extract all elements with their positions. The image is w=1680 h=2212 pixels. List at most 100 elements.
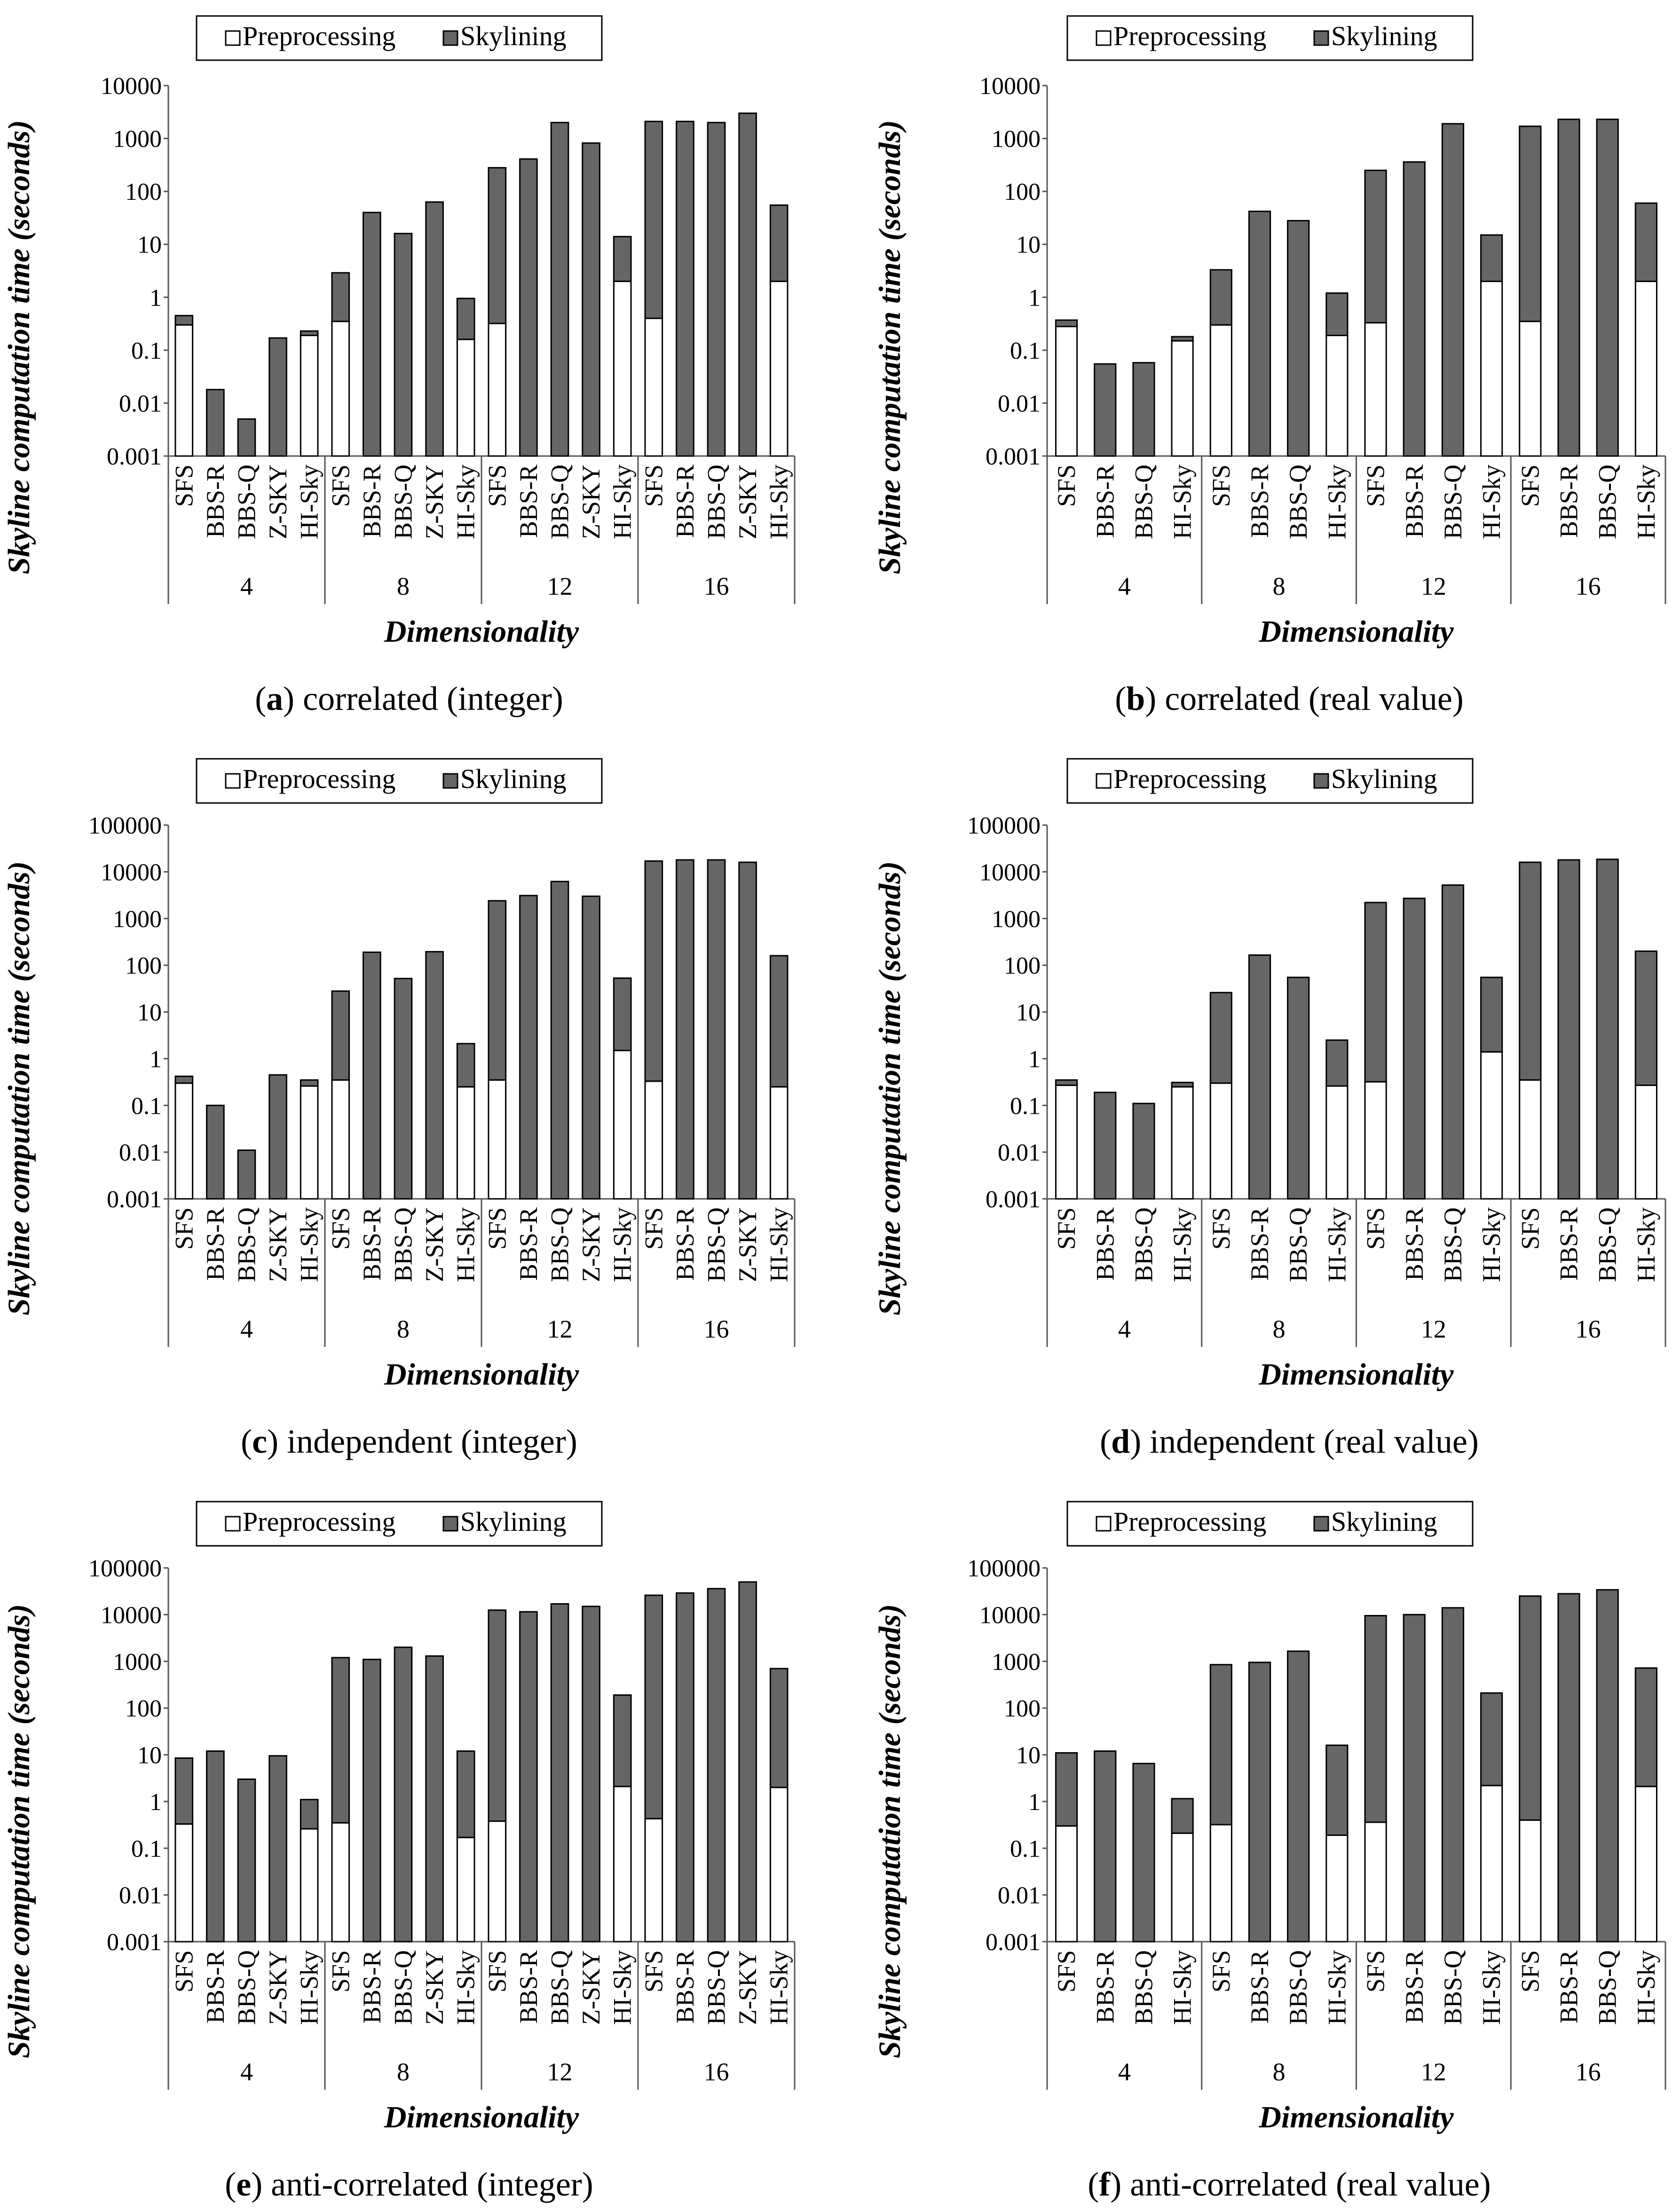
x-tick-label: HI-Sky — [608, 1950, 637, 2025]
bar-preprocessing — [331, 1079, 350, 1200]
bar-skylining — [1634, 950, 1658, 1086]
x-tick-label: BBS-R — [1555, 1950, 1583, 2023]
x-tick-label: Z-SKY — [577, 1950, 605, 2025]
bar-preprocessing — [1055, 1084, 1078, 1200]
bar-skylining — [300, 1799, 319, 1830]
bar-skylining — [206, 1104, 225, 1200]
y-tick-label: 10 — [1016, 1742, 1041, 1769]
bar-skylining — [425, 1655, 444, 1943]
x-tick-label: BBS-Q — [233, 1950, 261, 2025]
bar-skylining — [394, 233, 413, 457]
y-tick-label: 1000 — [113, 906, 162, 933]
y-tick-label: 10 — [137, 1000, 162, 1026]
bar-preprocessing — [456, 1086, 475, 1200]
bar-skylining — [300, 330, 319, 336]
legend-box — [1066, 1501, 1474, 1547]
x-tick-label: SFS — [170, 464, 198, 507]
y-tick-label: 0.001 — [986, 443, 1041, 470]
bar-preprocessing — [1364, 1081, 1387, 1200]
x-group-label: 12 — [547, 1315, 573, 1343]
chart-panel-a: Preprocessing Skylining 0.001 0.01 0.1 1 10 100… — [2, 15, 796, 717]
bar-skylining — [1209, 992, 1232, 1084]
bar-preprocessing — [1480, 1051, 1503, 1200]
legend-label-preprocessing: Preprocessing — [1113, 1506, 1266, 1537]
x-tick-label: SFS — [483, 1950, 511, 1992]
bar-skylining — [363, 951, 381, 1200]
y-tick-label: 0.001 — [107, 443, 162, 470]
x-tick-label: BBS-R — [1555, 464, 1583, 538]
x-tick-label: Z-SKY — [420, 464, 449, 539]
x-tick-label: SFS — [1362, 1207, 1390, 1250]
bar-skylining — [707, 1588, 726, 1943]
x-tick-label: Z-SKY — [577, 464, 605, 539]
x-tick-label: BBS-Q — [702, 464, 731, 539]
x-group-label: 4 — [240, 2058, 253, 2086]
x-tick-label: SFS — [483, 1207, 511, 1250]
bar-skylining — [206, 389, 225, 457]
bar-skylining — [1519, 126, 1542, 323]
bar-skylining — [1325, 1744, 1349, 1836]
x-tick-label: BBS-R — [358, 464, 386, 538]
bar-preprocessing — [644, 317, 663, 457]
bar-preprocessing — [1519, 1819, 1542, 1943]
y-tick-label: 100 — [1004, 1695, 1041, 1722]
bar-skylining — [1171, 1081, 1194, 1088]
legend-swatch-skylining — [442, 773, 458, 789]
chart-panel-e: Preprocessing Skylining 0.001 0.01 0.1 1 10 100… — [2, 1501, 796, 2203]
bar-skylining — [268, 1074, 287, 1200]
x-group-label: 12 — [1421, 1315, 1446, 1343]
x-tick-label: HI-Sky — [452, 1950, 480, 2025]
bar-skylining — [738, 1581, 757, 1943]
bar-skylining — [1557, 118, 1580, 457]
bar-preprocessing — [1055, 1825, 1078, 1943]
x-tick-label: Z-SKY — [420, 1950, 449, 2025]
x-tick-label: BBS-R — [1400, 464, 1428, 538]
x-tick-label: HI-Sky — [1632, 464, 1660, 539]
bar-preprocessing — [1325, 1834, 1349, 1943]
legend-swatch-skylining — [442, 30, 458, 46]
legend-label-skylining: Skylining — [1331, 1506, 1437, 1537]
x-axis-title: Dimensionality — [1258, 2100, 1454, 2134]
y-tick-label: 100000 — [88, 1555, 162, 1582]
x-tick-label: SFS — [1516, 464, 1544, 507]
x-group-label: 16 — [704, 572, 729, 600]
y-tick-label: 100 — [125, 952, 162, 979]
bar-preprocessing — [1171, 1086, 1194, 1200]
bar-skylining — [237, 1778, 256, 1943]
bar-preprocessing — [300, 334, 319, 457]
bar-skylining — [1132, 1102, 1155, 1200]
bar-skylining — [1287, 220, 1310, 457]
bar-preprocessing — [613, 280, 632, 457]
bar-skylining — [456, 1750, 475, 1838]
panel-caption: (e) anti-correlated (integer) — [225, 2165, 593, 2203]
x-tick-label: Z-SKY — [264, 1207, 292, 1282]
bar-skylining — [1480, 234, 1503, 282]
bar-skylining — [363, 212, 381, 457]
y-tick-label: 10000 — [979, 859, 1041, 886]
bar-skylining — [1248, 1661, 1271, 1943]
bar-skylining — [456, 298, 475, 340]
bar-preprocessing — [456, 338, 475, 457]
y-axis-title: Skyline computation time (seconds) — [873, 861, 907, 1315]
bar-skylining — [676, 1592, 694, 1943]
bar-skylining — [1248, 211, 1271, 457]
x-tick-label: BBS-Q — [1593, 1950, 1622, 2025]
x-tick-label: SFS — [483, 464, 511, 507]
bar-skylining — [1055, 319, 1078, 328]
legend-label-skylining: Skylining — [460, 21, 567, 51]
x-tick-label: SFS — [1052, 1950, 1081, 1992]
y-tick-label: 1000 — [992, 1649, 1041, 1676]
bar-skylining — [1209, 1664, 1232, 1826]
bar-preprocessing — [174, 1823, 194, 1943]
x-tick-label: HI-Sky — [1477, 464, 1506, 539]
y-tick-label: 10000 — [101, 1602, 162, 1629]
legend-swatch-preprocessing — [1096, 773, 1112, 789]
bar-skylining — [550, 1603, 569, 1943]
bar-preprocessing — [644, 1818, 663, 1943]
bar-skylining — [1287, 1650, 1310, 1943]
x-tick-label: HI-Sky — [295, 464, 323, 539]
x-group-label: 8 — [397, 572, 410, 600]
bar-skylining — [1634, 202, 1658, 282]
x-tick-label: BBS-Q — [546, 1950, 574, 2025]
bar-skylining — [331, 1657, 350, 1824]
